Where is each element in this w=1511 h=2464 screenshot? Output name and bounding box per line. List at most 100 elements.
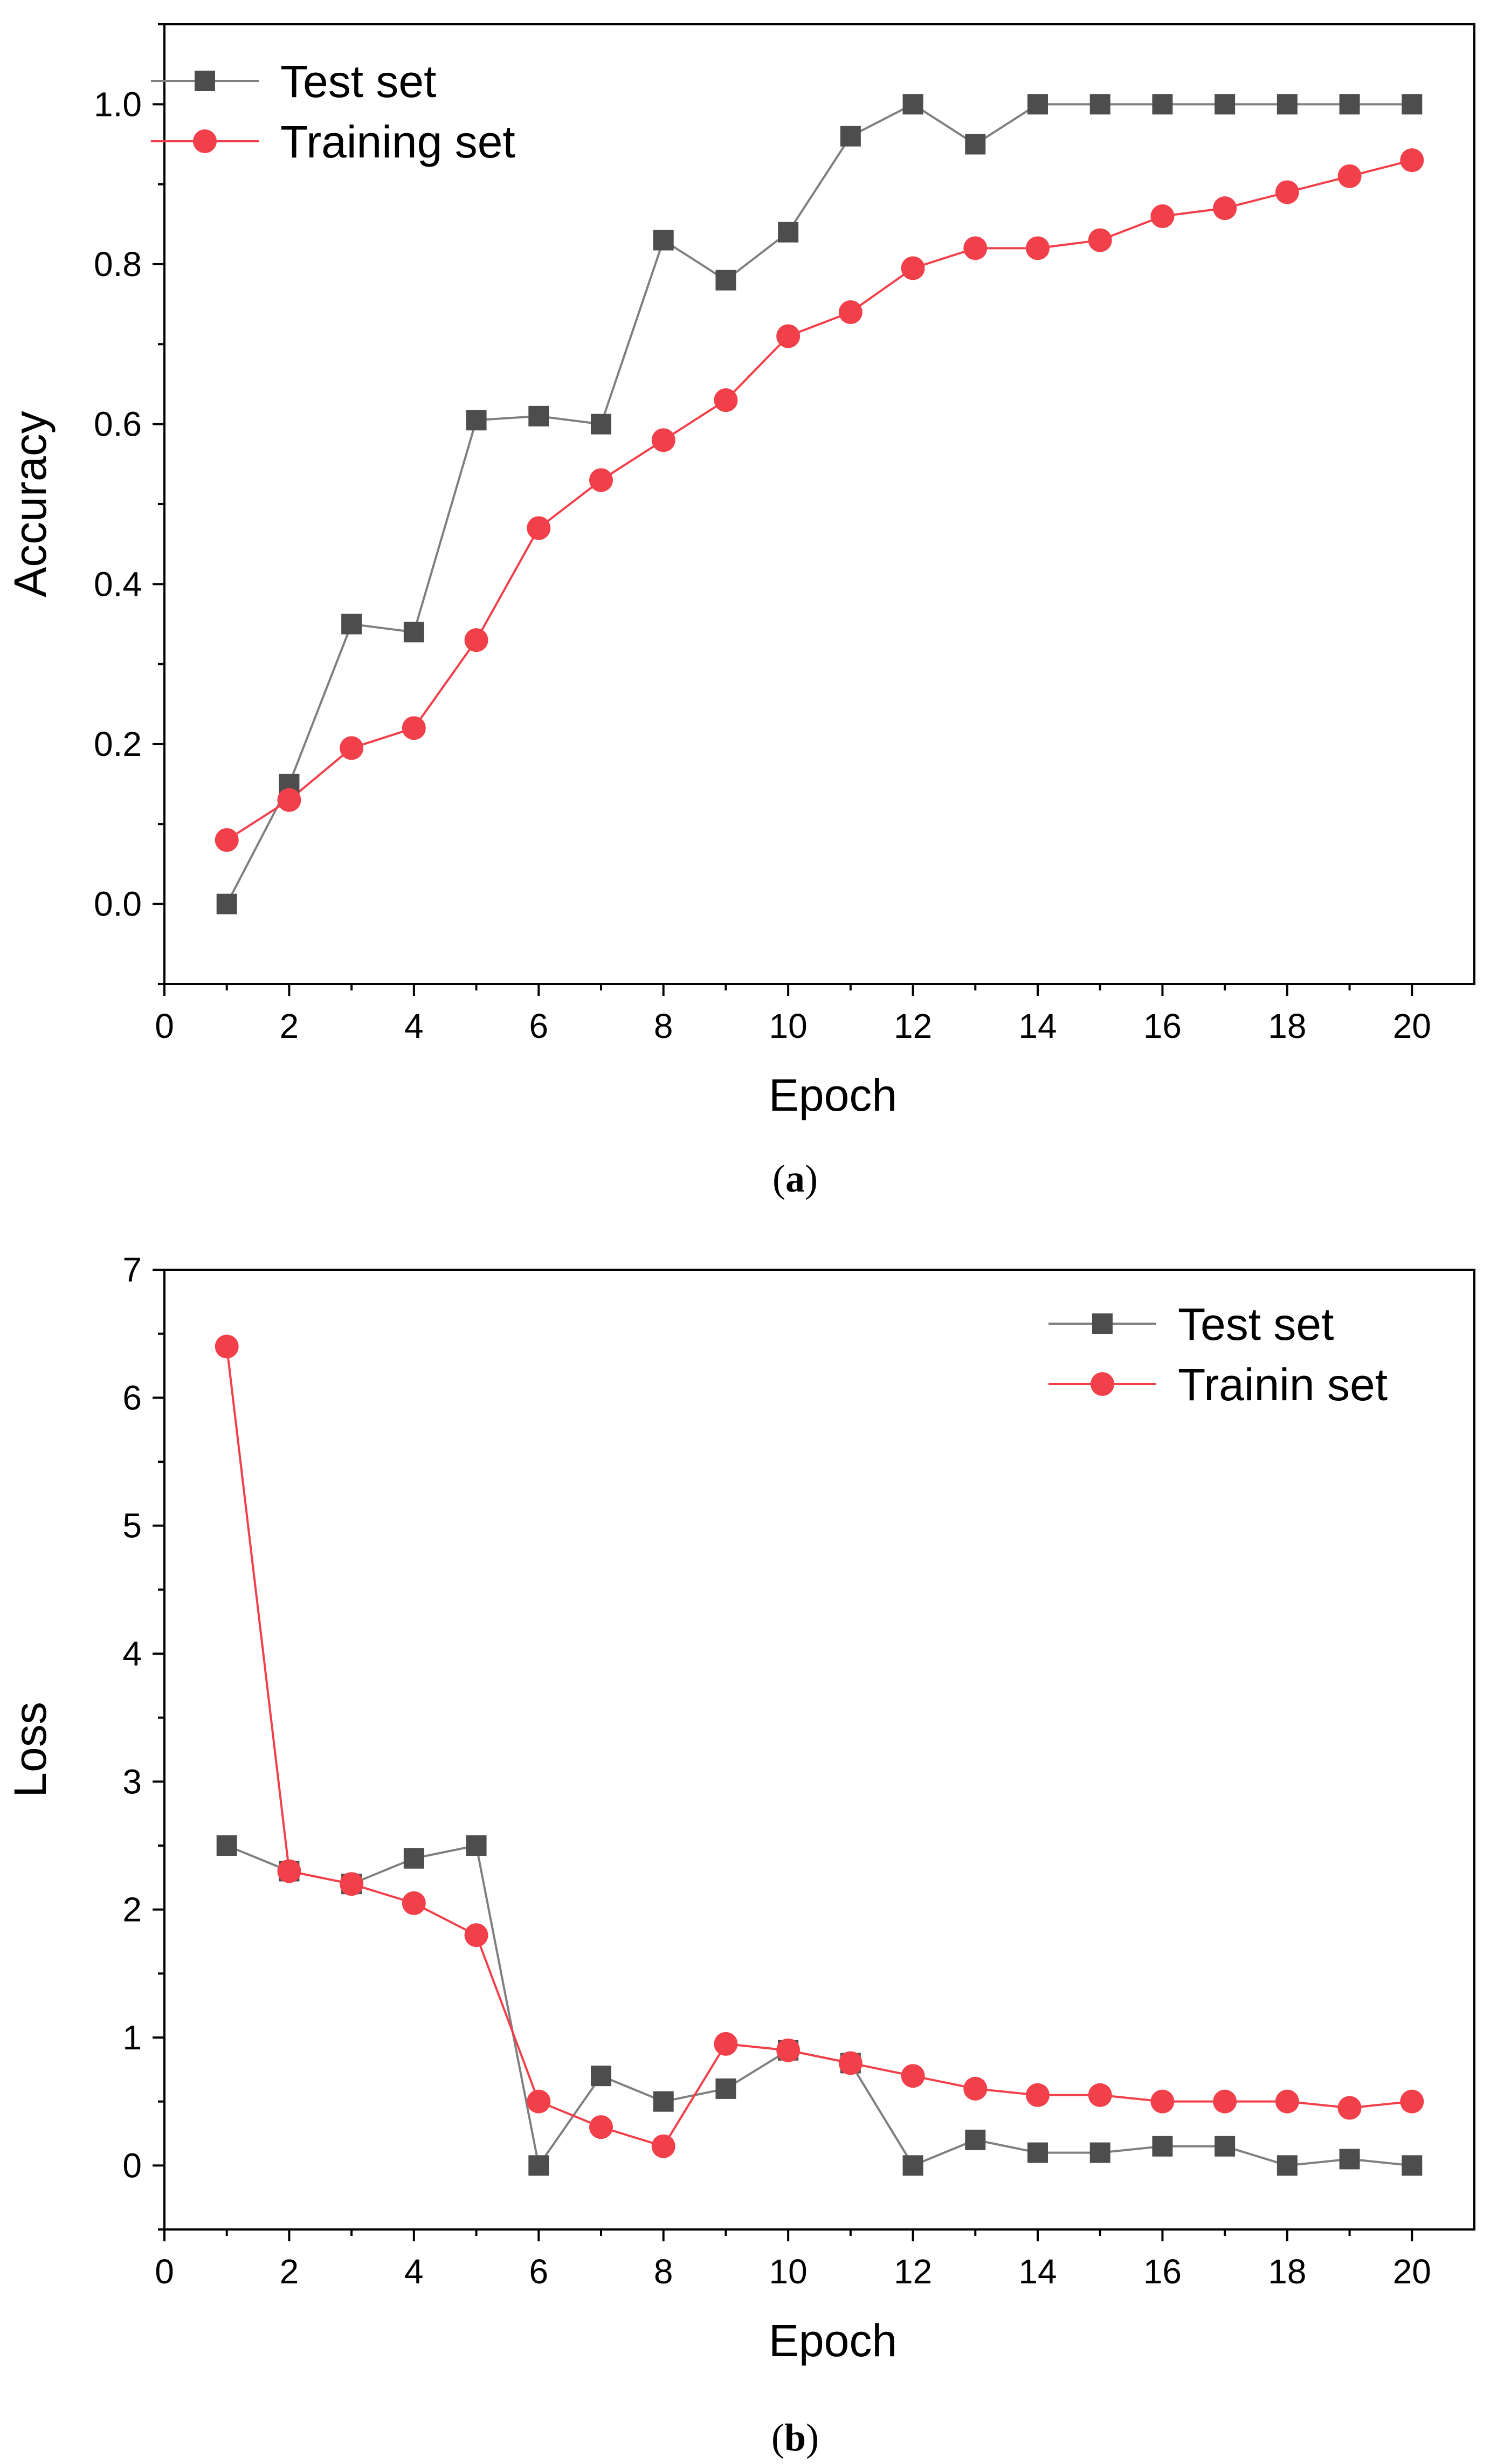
x-axis-title: Epoch [769, 1070, 897, 1120]
data-point-training [776, 2038, 801, 2062]
x-tick-label: 16 [1143, 2252, 1182, 2291]
y-tick-label: 0.6 [94, 405, 142, 444]
panel-caption: (b) [771, 2416, 819, 2459]
data-point-test [902, 2155, 923, 2176]
data-point-training [277, 1859, 301, 1883]
series-line-training [225, 1346, 1412, 2148]
data-point-test [1402, 94, 1423, 115]
x-tick-label: 18 [1268, 2252, 1306, 2291]
caption-close: ) [806, 2416, 819, 2459]
data-point-training [901, 2064, 925, 2088]
data-point-training [1337, 2096, 1362, 2120]
plot-frame [163, 23, 1475, 985]
data-point-test [1027, 2142, 1048, 2163]
y-axis-title: Accuracy [5, 411, 56, 597]
data-point-test [653, 2091, 674, 2112]
data-point-test [1339, 2149, 1360, 2170]
data-point-training [215, 1334, 239, 1359]
data-point-test [840, 126, 861, 147]
x-tick-label: 18 [1268, 1007, 1306, 1045]
data-point-training [776, 324, 801, 348]
data-point-test [216, 1835, 237, 1856]
data-point-training [1337, 164, 1362, 188]
data-point-training [589, 2115, 613, 2139]
data-point-training [963, 236, 988, 260]
data-point-training [1275, 2089, 1299, 2114]
x-tick-label: 10 [769, 2252, 808, 2291]
data-point-test [1277, 94, 1298, 115]
data-point-training [1150, 204, 1175, 228]
data-point-training [340, 1872, 364, 1896]
data-point-training [838, 300, 863, 324]
caption-letter: a [785, 1157, 805, 1200]
x-axis-title: Epoch [769, 2315, 897, 2366]
data-point-training [527, 2089, 551, 2114]
data-point-test [403, 1848, 424, 1869]
data-point-training [1400, 148, 1424, 173]
data-point-training [1088, 228, 1112, 252]
y-tick-label: 1.0 [94, 85, 142, 123]
x-tick-label: 8 [654, 1007, 673, 1045]
x-tick-label: 2 [280, 1007, 299, 1045]
data-point-test [1215, 94, 1236, 115]
data-point-test [1277, 2155, 1298, 2176]
y-tick-label: 0.2 [94, 725, 142, 763]
data-point-training [963, 2076, 988, 2101]
data-point-training [589, 468, 613, 492]
y-tick-label: 0.0 [94, 885, 142, 924]
y-tick-label: 7 [122, 1250, 142, 1289]
data-point-training [1213, 196, 1237, 221]
legend-marker [1092, 1313, 1113, 1334]
data-point-test [1027, 94, 1048, 115]
plot-frame [163, 1269, 1475, 2231]
data-point-test [778, 222, 799, 243]
x-tick-label: 20 [1393, 2252, 1431, 2291]
data-point-training [1088, 2083, 1112, 2107]
x-tick-label: 12 [894, 2252, 932, 2291]
x-tick-label: 4 [404, 2252, 424, 2291]
data-point-test [1152, 94, 1173, 115]
y-tick-label: 0 [122, 2146, 142, 2185]
data-point-training [340, 736, 364, 760]
y-tick-label: 1 [122, 2018, 142, 2057]
x-tick-label: 14 [1018, 1007, 1057, 1045]
x-tick-label: 6 [529, 1007, 548, 1045]
data-point-test [528, 2155, 549, 2176]
y-tick-label: 5 [122, 1506, 142, 1545]
data-point-training [402, 716, 426, 740]
data-point-test [216, 893, 237, 914]
y-tick-label: 2 [122, 1890, 142, 1929]
data-point-test [1089, 2142, 1110, 2163]
legend-marker [1091, 1372, 1114, 1396]
y-tick-label: 3 [122, 1762, 142, 1801]
legend-label: Test set [280, 56, 436, 107]
x-tick-label: 20 [1393, 1007, 1431, 1045]
data-point-test [1089, 94, 1110, 115]
y-axis-title: Loss [5, 1702, 56, 1797]
x-tick-label: 2 [280, 2252, 299, 2291]
data-point-test [902, 94, 923, 115]
data-point-test [528, 405, 549, 426]
legend-marker [195, 71, 215, 91]
data-point-test [653, 230, 674, 251]
data-point-training [464, 1923, 488, 1947]
panel-accuracy: 0 2 4 6 8 10 12 14 16 18 20 0.0 0.2 0.4 0.6 0.8 1.0 Epoch… [5, 23, 1475, 1200]
data-point-test [591, 2066, 611, 2087]
x-tick-label: 16 [1143, 1007, 1182, 1045]
x-tick-label: 4 [404, 1007, 424, 1045]
series-line-test [225, 103, 1412, 905]
data-point-training [1026, 2083, 1050, 2107]
data-point-training [215, 828, 239, 852]
legend-label: Training set [280, 116, 515, 167]
data-point-training [651, 428, 675, 452]
data-point-test [341, 614, 362, 635]
data-point-test [1215, 2136, 1236, 2157]
x-tick-label: 10 [769, 1007, 808, 1045]
data-point-training [277, 788, 301, 812]
caption-open: ( [771, 2416, 784, 2459]
legend-label: Trainin set [1178, 1359, 1388, 1410]
caption-open: ( [772, 1157, 785, 1200]
series-line-test [226, 1844, 1412, 2169]
y-tick-label: 0.8 [94, 245, 142, 284]
